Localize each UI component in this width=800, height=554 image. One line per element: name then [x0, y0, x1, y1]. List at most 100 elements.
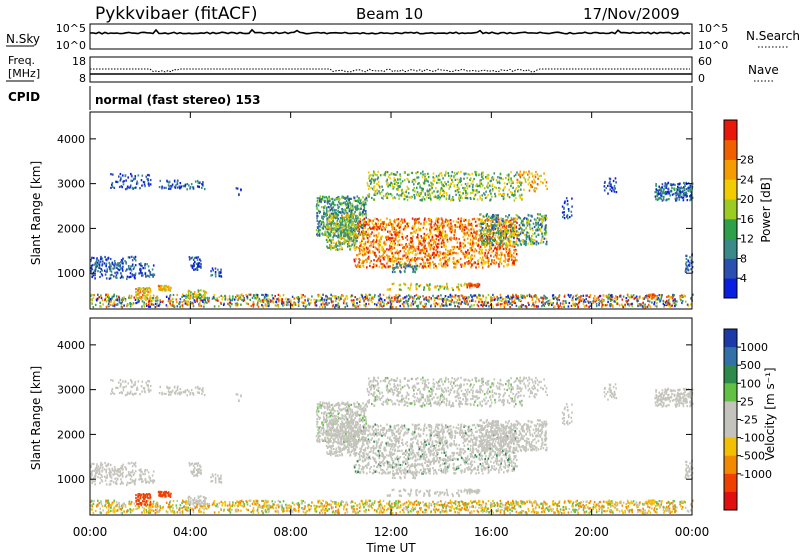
range-cell [471, 244, 473, 248]
range-cell [337, 239, 340, 242]
range-cell [144, 267, 146, 270]
range-cell [345, 209, 347, 213]
range-cell [368, 195, 370, 198]
range-cell [469, 238, 472, 241]
range-cell [338, 299, 341, 302]
range-cell [410, 257, 413, 261]
range-cell [395, 233, 397, 237]
range-cell [496, 181, 499, 184]
range-cell [478, 229, 481, 232]
range-cell [419, 301, 421, 304]
range-cell [221, 298, 223, 301]
range-cell [144, 287, 147, 291]
range-cell [609, 299, 612, 302]
range-cell [190, 264, 192, 267]
range-cell [433, 266, 435, 269]
range-cell [514, 194, 516, 197]
range-cell [377, 232, 380, 235]
range-cell [264, 293, 267, 296]
range-cell [473, 254, 476, 257]
range-cell [431, 184, 433, 187]
range-cell [559, 304, 561, 307]
range-cell [369, 264, 371, 267]
range-cell [542, 298, 544, 301]
range-cell [472, 180, 474, 183]
range-cell [499, 293, 502, 296]
range-cell [348, 208, 351, 211]
range-cell [190, 291, 192, 294]
range-cell [396, 183, 398, 186]
range-cell [368, 245, 371, 248]
range-cell [424, 297, 427, 301]
range-cell [434, 303, 436, 306]
range-cell [655, 295, 657, 298]
range-cell [413, 301, 415, 304]
range-cell [333, 228, 335, 231]
range-cell [100, 295, 102, 298]
range-cell [448, 259, 451, 262]
range-cell [612, 305, 614, 308]
range-cell [104, 255, 106, 259]
range-cell [152, 275, 154, 278]
range-cell [430, 304, 433, 307]
range-cell [336, 215, 338, 218]
range-cell [329, 202, 331, 205]
range-cell [436, 296, 438, 299]
range-cell [435, 217, 438, 220]
range-cell [367, 251, 370, 254]
range-cell [129, 186, 131, 189]
range-cell [389, 237, 391, 240]
range-cell [132, 302, 135, 305]
range-cell [276, 298, 278, 301]
range-cell [356, 236, 359, 239]
range-cell [408, 246, 411, 249]
range-cell [442, 300, 445, 303]
range-cell [342, 208, 344, 211]
range-cell [511, 300, 513, 303]
range-cell [452, 251, 454, 254]
range-cell [476, 243, 478, 246]
range-cell [501, 251, 503, 254]
range-cell [461, 250, 463, 254]
range-cell [437, 246, 439, 249]
range-cell [467, 220, 470, 223]
range-cell [445, 263, 447, 266]
range-cell [480, 213, 482, 216]
range-cell [96, 299, 98, 302]
range-cell [236, 187, 239, 190]
range-cell [497, 227, 500, 230]
range-cell [467, 182, 469, 185]
range-cell [445, 184, 448, 187]
range-cell [135, 182, 138, 185]
range-cell [432, 294, 434, 297]
range-cell [352, 224, 354, 227]
range-cell [342, 201, 345, 204]
range-cell [478, 251, 481, 254]
range-cell [143, 297, 146, 300]
range-cell [392, 223, 394, 226]
range-cell [364, 209, 367, 213]
range-cell [515, 197, 517, 200]
range-cell [364, 226, 366, 230]
range-cell [448, 223, 450, 226]
range-cell [433, 240, 436, 243]
range-cell [358, 220, 360, 223]
range-cell [471, 295, 473, 298]
range-cell [367, 187, 370, 190]
range-cell [424, 234, 426, 237]
range-cell [145, 302, 148, 305]
range-cell [463, 254, 466, 258]
range-cell [238, 297, 240, 300]
range-cell [369, 261, 371, 264]
range-cell [476, 198, 479, 201]
range-cell [433, 180, 436, 183]
range-cell [370, 244, 372, 247]
range-cell [147, 178, 149, 181]
range-cell [500, 256, 502, 259]
range-cell [322, 199, 325, 202]
range-cell [378, 246, 380, 249]
range-cell [458, 194, 461, 197]
range-cell [425, 220, 428, 224]
range-cell [148, 300, 150, 303]
range-cell [322, 209, 325, 212]
